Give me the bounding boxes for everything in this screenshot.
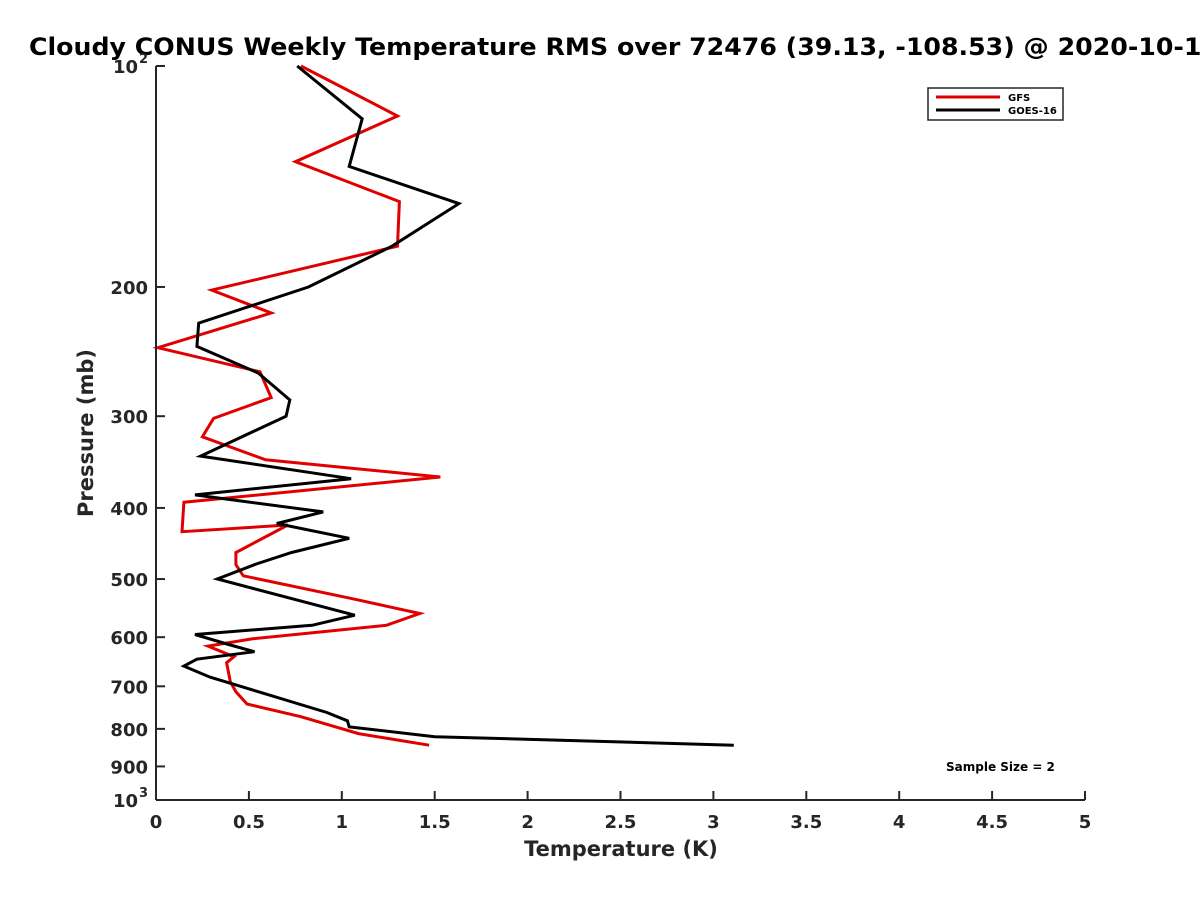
y-tick-label: 200	[110, 278, 148, 299]
y-axis-label: Pressure (mb)	[74, 349, 98, 517]
y-tick-label: 500	[110, 570, 148, 591]
legend-entry-label: GOES-16	[1008, 106, 1057, 117]
series-line-goes-16	[180, 64, 734, 747]
chart-legend: GFS GOES-16	[927, 87, 1064, 121]
y-tick-exponent: 2	[139, 52, 148, 67]
x-tick-label: 5	[1079, 812, 1092, 833]
legend-box	[927, 87, 1064, 121]
y-tick-label: 10	[113, 57, 138, 78]
x-tick-label: 4.5	[976, 812, 1008, 833]
y-tick-label: 600	[110, 628, 148, 649]
series-line-gfs	[152, 64, 441, 747]
x-tick-label: 0.5	[233, 812, 265, 833]
y-tick-label: 700	[110, 677, 148, 698]
y-tick-label: 400	[110, 499, 148, 520]
plot-lines	[152, 64, 734, 747]
y-tick-label: 900	[110, 757, 148, 778]
x-tick-label: 1	[336, 812, 349, 833]
plot-axes: 0 0.5 1 1.5 2 2.5 3 3.5 4 4.5 510 22003004005006007…	[110, 52, 1091, 833]
x-tick-label: 1.5	[419, 812, 451, 833]
x-tick-label: 0	[150, 812, 163, 833]
x-tick-label: 3	[707, 812, 720, 833]
sample-size-annotation: Sample Size = 2	[946, 760, 1055, 774]
y-tick-label: 10	[113, 791, 138, 812]
x-tick-label: 2	[521, 812, 534, 833]
x-axis-label: Temperature (K)	[524, 837, 718, 861]
x-tick-label: 3.5	[790, 812, 822, 833]
chart-title: Cloudy CONUS Weekly Temperature RMS over…	[29, 33, 1200, 61]
legend-entry-label: GFS	[1008, 93, 1030, 104]
x-tick-label: 2.5	[605, 812, 637, 833]
y-tick-label: 300	[110, 407, 148, 428]
y-tick-label: 800	[110, 720, 148, 741]
x-tick-label: 4	[893, 812, 906, 833]
y-tick-exponent: 3	[139, 786, 148, 801]
